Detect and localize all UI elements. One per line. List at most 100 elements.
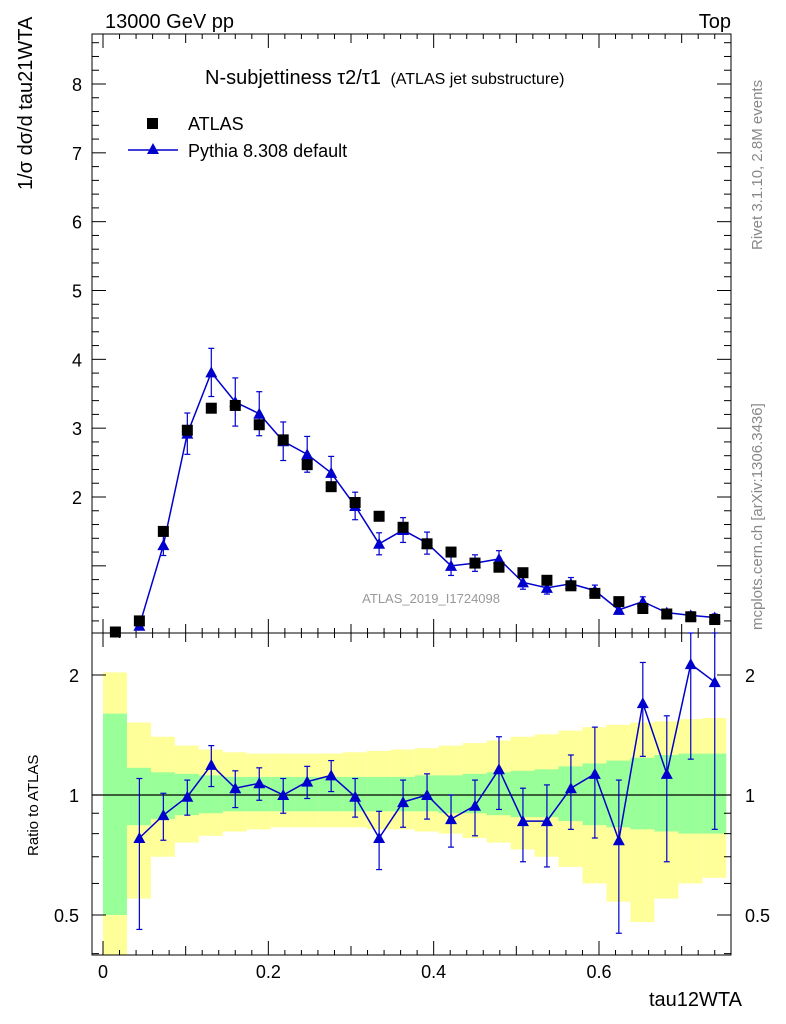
ratio-y-tick-label-right: 0.5 xyxy=(745,906,770,926)
chart-title-text: N-subjettiness τ2/τ1 xyxy=(205,67,381,89)
atlas-point xyxy=(157,525,169,537)
atlas-point xyxy=(421,538,433,550)
atlas-point xyxy=(253,419,265,431)
mcplots-label: mcplots.cern.ch [arXiv:1306.3436] xyxy=(749,403,766,630)
atlas-point xyxy=(349,497,361,509)
atlas-point xyxy=(517,567,529,579)
x-tick-label: 0 xyxy=(98,962,108,982)
atlas-point xyxy=(205,402,217,414)
ratio-point xyxy=(157,809,170,821)
legend-pythia-label: Pythia 8.308 default xyxy=(188,141,347,161)
atlas-point xyxy=(661,608,673,620)
atlas-point xyxy=(709,614,721,626)
ratio-band-inner xyxy=(438,775,463,814)
main-y-tick-label: 6 xyxy=(72,213,82,233)
main-y-tick-label: 8 xyxy=(72,75,82,95)
atlas-point xyxy=(181,424,193,436)
pythia-point xyxy=(253,407,266,419)
x-axis-label: tau12WTA xyxy=(649,989,743,1011)
atlas-point xyxy=(685,611,697,623)
atlas-point xyxy=(637,603,649,615)
atlas-point xyxy=(325,481,337,493)
ratio-y-tick-label-right: 1 xyxy=(745,786,755,806)
atlas-point xyxy=(229,399,241,411)
legend-pythia-marker xyxy=(147,143,159,154)
pythia-point xyxy=(301,448,314,460)
legend: ATLAS Pythia 8.308 default xyxy=(128,114,347,161)
pythia-line xyxy=(138,370,715,626)
ratio-point xyxy=(277,789,290,800)
atlas-point xyxy=(109,626,121,638)
pythia-series-ratio xyxy=(133,632,721,934)
pythia-point xyxy=(445,559,458,571)
ratio-point xyxy=(373,832,386,844)
pythia-point xyxy=(157,539,170,551)
ratio-band-inner xyxy=(318,776,343,812)
pythia-point xyxy=(492,552,505,564)
x-tick-label: 0.4 xyxy=(421,962,446,982)
atlas-point xyxy=(589,587,601,599)
atlas-point xyxy=(613,596,625,608)
pythia-point xyxy=(516,576,529,588)
ratio-point xyxy=(636,697,649,709)
ratio-band-inner xyxy=(103,713,127,915)
ratio-point xyxy=(205,758,218,770)
ratio-point xyxy=(445,813,458,825)
axes-frames xyxy=(91,33,732,956)
header-right: Top xyxy=(699,11,731,33)
ratio-point xyxy=(708,676,721,688)
main-y-tick-label: 7 xyxy=(72,144,82,164)
atlas-point xyxy=(565,580,577,592)
ratio-uncertainty-bands xyxy=(103,672,727,955)
atlas-point xyxy=(469,557,481,569)
ratio-point xyxy=(229,782,242,794)
ratio-y-axis-label: Ratio to ATLAS xyxy=(25,755,42,856)
atlas-point xyxy=(301,459,313,471)
ratio-point xyxy=(421,789,434,800)
ratio-point xyxy=(540,815,553,827)
atlas-point xyxy=(133,615,145,627)
ratio-y-tick-label-left: 2 xyxy=(69,666,79,686)
x-tick-label: 0.6 xyxy=(586,962,611,982)
pythia-point xyxy=(325,466,338,478)
atlas-point xyxy=(277,434,289,446)
tick-labels: 2 3 4 5 6 7 8 0.5 0.5 1 1 2 2 0 0.2 0.4 0.6 xyxy=(54,75,770,982)
main-y-tick-label: 4 xyxy=(72,350,82,370)
pythia-series-main xyxy=(133,347,721,631)
ratio-plot-frame xyxy=(91,632,732,956)
ratio-point xyxy=(492,763,505,775)
ratio-band-inner xyxy=(678,753,703,834)
ratio-y-tick-label-right: 2 xyxy=(745,666,755,686)
x-tick-label: 0.2 xyxy=(256,962,281,982)
ratio-band-inner xyxy=(366,776,391,812)
ratio-band-inner xyxy=(630,757,655,830)
ratio-point xyxy=(301,775,314,787)
ratio-point xyxy=(133,832,146,844)
atlas-point xyxy=(445,546,457,558)
legend-atlas-marker xyxy=(147,118,158,129)
ratio-point xyxy=(564,782,577,794)
pythia-point xyxy=(612,603,625,615)
legend-atlas-label: ATLAS xyxy=(188,114,244,134)
ratio-y-tick-label-left: 1 xyxy=(69,786,79,806)
rivet-label: Rivet 3.1.10, 2.8M events xyxy=(749,80,766,250)
ratio-y-tick-label-left: 0.5 xyxy=(54,906,79,926)
ratio-point xyxy=(612,834,625,846)
chart-title-note: (ATLAS jet substructure) xyxy=(390,71,564,88)
ratio-point xyxy=(469,799,481,811)
main-y-axis-label: 1/σ dσ/d tau21WTA xyxy=(15,16,37,190)
ratio-point xyxy=(349,790,362,802)
ratio-point xyxy=(253,777,266,789)
ratio-band-inner xyxy=(198,775,223,814)
main-y-tick-label: 5 xyxy=(72,282,82,302)
ratio-point xyxy=(325,769,338,781)
pythia-point xyxy=(373,537,386,549)
atlas-point xyxy=(493,561,505,573)
ratio-point xyxy=(516,815,529,827)
atlas-point xyxy=(373,510,385,522)
atlas-series-main xyxy=(109,399,721,638)
main-y-tick-label: 3 xyxy=(72,419,82,439)
atlas-point xyxy=(541,574,553,586)
ratio-point xyxy=(684,658,697,670)
